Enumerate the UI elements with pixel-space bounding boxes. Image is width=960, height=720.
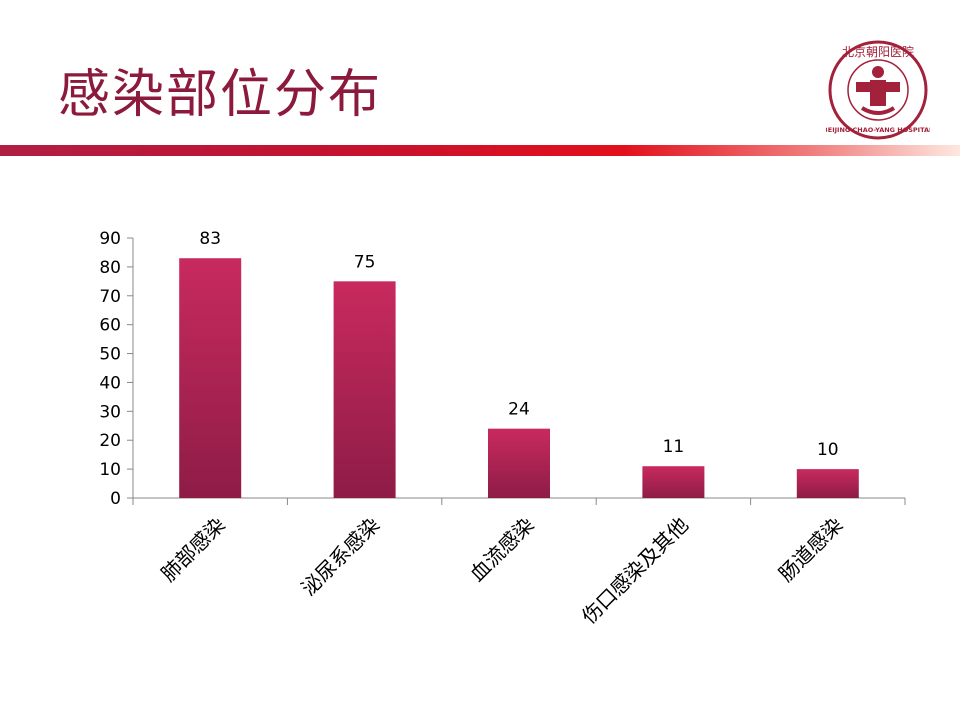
- x-category-label: 伤口感染及其他: [577, 513, 693, 629]
- y-tick-label: 50: [99, 345, 121, 365]
- bar: [179, 258, 242, 498]
- x-category-label: 肺部感染: [156, 513, 230, 587]
- data-label: 10: [817, 440, 839, 460]
- page-title: 感染部位分布: [58, 65, 383, 125]
- logo-top-text: 北京朝阳医院: [842, 45, 914, 59]
- y-tick-label: 30: [99, 402, 121, 422]
- data-label: 83: [199, 229, 221, 249]
- y-tick-label: 10: [99, 460, 121, 480]
- y-tick-label: 80: [99, 258, 121, 278]
- y-tick-label: 0: [110, 489, 121, 509]
- bar: [333, 281, 396, 498]
- bar: [796, 469, 859, 498]
- hospital-logo-icon: 北京朝阳医院 BEIJING CHAO-YANG HOSPITAL: [823, 40, 933, 140]
- logo-bottom-text: BEIJING CHAO-YANG HOSPITAL: [826, 126, 930, 134]
- title-divider: [0, 145, 960, 156]
- x-category-label: 泌尿系感染: [296, 513, 384, 601]
- x-category-label: 肠道感染: [774, 513, 848, 587]
- hospital-logo: 北京朝阳医院 BEIJING CHAO-YANG HOSPITAL: [823, 38, 933, 142]
- bar: [488, 428, 550, 498]
- bar: [642, 466, 705, 498]
- y-tick-label: 60: [99, 316, 121, 336]
- data-label: 24: [508, 400, 530, 420]
- data-label: 75: [354, 252, 376, 272]
- y-tick-label: 90: [99, 229, 121, 249]
- x-category-label: 血流感染: [465, 513, 539, 587]
- data-label: 11: [663, 437, 685, 457]
- y-tick-label: 70: [99, 287, 121, 307]
- y-tick-label: 40: [99, 373, 121, 393]
- y-tick-label: 20: [99, 431, 121, 451]
